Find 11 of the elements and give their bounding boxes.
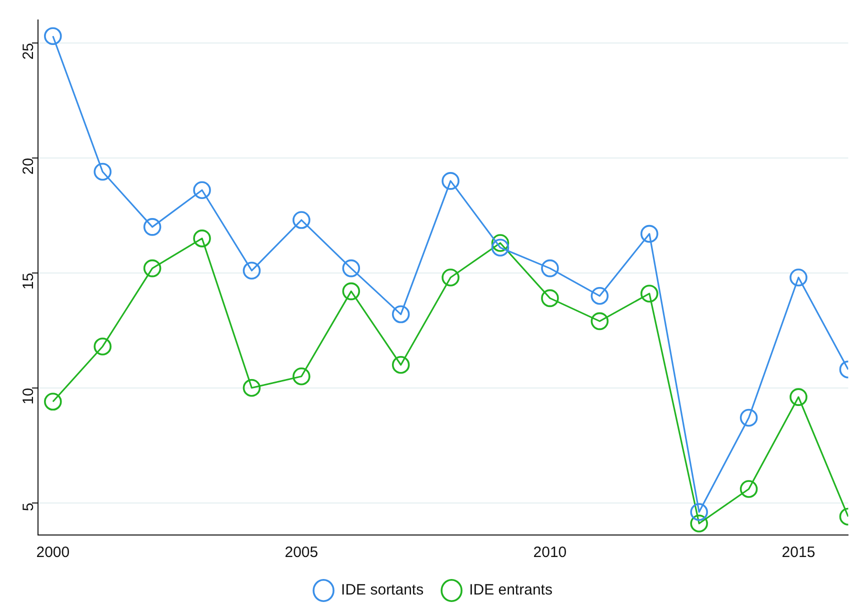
y-tick-label: 20: [20, 158, 38, 175]
y-tick-label: 25: [20, 42, 38, 60]
y-tick-label: 5: [20, 502, 38, 512]
y-tick-label: 10: [20, 388, 38, 405]
legend-label: IDE entrants: [469, 582, 552, 599]
legend-label: IDE sortants: [341, 582, 424, 599]
y-tick-label: 15: [20, 272, 38, 290]
x-tick-label: 2010: [533, 544, 567, 562]
x-tick-label: 2000: [36, 544, 70, 562]
x-tick-label: 2015: [782, 544, 816, 562]
x-tick-label: 2005: [284, 544, 318, 562]
